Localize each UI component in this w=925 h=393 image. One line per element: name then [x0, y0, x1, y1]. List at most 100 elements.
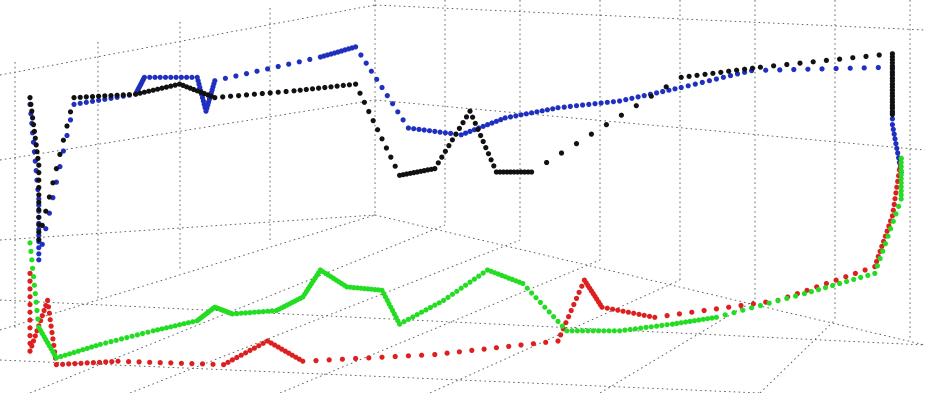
- data-point: [771, 63, 777, 69]
- data-point: [172, 323, 178, 329]
- data-point: [251, 309, 257, 315]
- data-point: [27, 294, 33, 300]
- data-point: [491, 163, 497, 169]
- data-point: [133, 91, 139, 97]
- data-point: [529, 110, 535, 116]
- data-point: [808, 289, 815, 295]
- data-point: [53, 362, 60, 368]
- data-point: [291, 88, 297, 94]
- data-point: [574, 328, 581, 334]
- data-point: [150, 328, 156, 334]
- data-point: [35, 155, 41, 161]
- series-layer: [27, 44, 904, 368]
- data-point: [141, 74, 147, 80]
- data-point: [229, 357, 235, 363]
- data-point: [558, 332, 564, 338]
- data-point: [874, 258, 880, 265]
- data-point: [586, 101, 592, 107]
- data-point: [678, 74, 684, 80]
- data-point: [210, 361, 216, 367]
- data-point: [529, 169, 535, 175]
- data-point: [615, 307, 621, 313]
- data-point: [523, 111, 529, 117]
- data-point: [265, 308, 271, 314]
- data-point: [89, 344, 95, 350]
- data-point: [550, 106, 556, 112]
- data-point: [322, 84, 328, 91]
- data-point: [296, 59, 302, 65]
- data-point: [64, 132, 70, 139]
- data-point: [894, 184, 900, 190]
- data-point: [234, 311, 240, 317]
- data-point: [442, 130, 448, 136]
- data-point: [34, 307, 40, 314]
- data-point: [118, 336, 125, 342]
- data-point: [77, 100, 83, 106]
- data-point: [742, 66, 748, 72]
- data-point: [96, 359, 103, 365]
- data-point: [395, 109, 401, 115]
- data-point: [699, 79, 705, 85]
- data-point: [875, 64, 881, 71]
- data-point: [78, 360, 84, 366]
- data-point: [694, 72, 700, 78]
- data-point: [212, 78, 218, 84]
- data-point: [109, 359, 115, 365]
- data-point: [29, 343, 35, 349]
- data-point: [89, 98, 96, 104]
- data-point: [879, 243, 885, 249]
- data-point: [599, 304, 605, 310]
- data-point: [432, 351, 438, 358]
- data-point: [36, 177, 42, 183]
- data-point: [852, 270, 859, 276]
- data-point: [155, 327, 161, 333]
- data-point: [35, 316, 41, 322]
- data-point: [898, 159, 904, 166]
- data-point: [654, 323, 660, 329]
- data-point: [27, 278, 33, 284]
- data-point: [749, 305, 755, 311]
- data-point: [353, 44, 359, 50]
- data-point: [603, 122, 610, 128]
- data-point: [84, 345, 90, 351]
- data-point: [573, 141, 580, 147]
- data-point: [648, 324, 654, 330]
- data-point: [392, 163, 398, 169]
- data-point: [27, 286, 33, 292]
- data-point: [31, 282, 37, 288]
- data-point: [558, 150, 565, 156]
- data-point: [368, 68, 374, 74]
- data-point: [833, 65, 839, 72]
- data-point: [340, 82, 346, 88]
- data-point: [898, 192, 904, 198]
- data-point: [53, 355, 60, 361]
- data-point: [480, 123, 486, 129]
- data-point: [750, 301, 757, 307]
- data-point: [885, 233, 891, 239]
- data-point: [39, 222, 45, 228]
- data-point: [877, 255, 883, 262]
- data-point: [31, 128, 37, 134]
- data-point: [93, 343, 99, 349]
- data-point: [254, 68, 260, 74]
- data-point: [145, 329, 151, 335]
- data-point: [27, 348, 33, 354]
- data-point: [189, 74, 195, 80]
- data-point: [426, 128, 433, 134]
- data-point: [269, 308, 275, 314]
- data-point: [162, 74, 169, 80]
- data-point: [178, 360, 184, 366]
- data-point: [45, 297, 51, 303]
- data-point: [33, 299, 39, 305]
- data-point: [480, 138, 486, 145]
- data-point: [405, 353, 411, 359]
- data-point: [631, 310, 637, 316]
- data-point: [448, 130, 454, 136]
- data-point: [353, 355, 359, 362]
- data-point: [397, 321, 403, 327]
- data-point: [726, 304, 732, 310]
- series-2: [27, 155, 904, 368]
- data-point: [898, 180, 904, 186]
- data-point: [734, 67, 740, 73]
- data-point: [507, 114, 514, 120]
